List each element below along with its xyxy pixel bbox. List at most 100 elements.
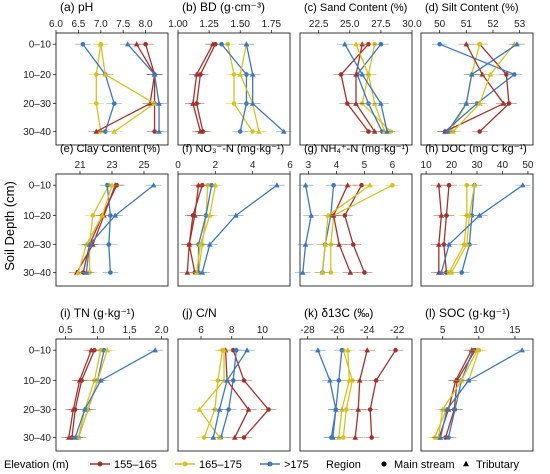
series-line xyxy=(196,43,216,132)
x-tick-label: 51 xyxy=(461,19,473,30)
y-tick-label: 20–30 xyxy=(23,240,51,251)
data-point xyxy=(356,377,363,383)
panel-7: (g) NH₄⁺-N (mg·kg⁻¹) 3 4 5 6 xyxy=(294,143,413,287)
data-point xyxy=(355,406,362,412)
x-tick-label: 10 xyxy=(421,160,433,171)
data-point xyxy=(336,241,342,247)
data-point xyxy=(249,100,256,106)
data-point xyxy=(231,101,237,106)
series-line xyxy=(330,184,393,273)
series-line xyxy=(74,349,156,438)
data-point xyxy=(436,241,442,247)
data-point xyxy=(151,100,158,106)
panel-frame xyxy=(177,173,291,287)
series-4 xyxy=(437,41,512,134)
data-point xyxy=(212,182,219,188)
panel-5: (e) Clay Content (%) 21 23 25 0–10 10–20 20–30… xyxy=(23,143,169,287)
series-line xyxy=(438,185,443,273)
data-point xyxy=(210,41,216,47)
data-point xyxy=(256,128,262,134)
data-point xyxy=(94,101,99,106)
data-point xyxy=(446,435,451,440)
data-point xyxy=(353,41,359,47)
data-point xyxy=(350,242,356,247)
legend-region-item: Main stream xyxy=(394,459,455,471)
data-point xyxy=(86,241,93,247)
series-line xyxy=(439,349,523,438)
panel-6: (f) NO₃⁻-N (mg·kg⁻¹)0 2 4 6 xyxy=(175,143,293,287)
data-point xyxy=(346,377,353,383)
series-line xyxy=(106,185,112,273)
legend-swatch-point xyxy=(182,461,188,467)
data-point xyxy=(344,182,351,188)
panel-4: (d) Silt Content (%) 50 51 52 53 xyxy=(420,2,534,146)
x-tick-label: -28 xyxy=(300,325,315,336)
data-point xyxy=(226,407,231,412)
data-point xyxy=(322,241,328,247)
x-tick-label: 15 xyxy=(509,325,521,336)
y-tick-label: 0–10 xyxy=(29,181,52,192)
y-tick-label: 0–10 xyxy=(29,40,52,51)
y-tick-label: 30–40 xyxy=(23,433,51,444)
data-point xyxy=(438,212,445,218)
data-point xyxy=(219,41,224,47)
panel-1: (a) pH 6.0 6.5 7.0 7.5 8.0 0–10 10–20 20–30 30–40 xyxy=(23,0,169,146)
panel-title: (a) pH xyxy=(60,0,93,14)
data-point xyxy=(446,241,452,247)
series-line xyxy=(355,44,376,132)
x-tick-label: 0 xyxy=(175,160,181,171)
data-point xyxy=(274,182,280,188)
series-line xyxy=(77,185,113,273)
data-point xyxy=(359,41,366,47)
data-point xyxy=(82,406,88,412)
data-point xyxy=(197,241,204,247)
x-tick-label: -24 xyxy=(360,325,375,336)
data-point xyxy=(504,72,509,77)
y-tick-label: 10–20 xyxy=(23,376,51,387)
panel-frame xyxy=(420,173,534,287)
data-point xyxy=(193,269,200,275)
panel-title: (f) NO₃⁻-N (mg·kg⁻¹) xyxy=(182,143,284,155)
data-point xyxy=(519,347,525,353)
data-point xyxy=(80,41,86,47)
data-point xyxy=(362,270,367,275)
series-line xyxy=(188,185,203,273)
data-point xyxy=(463,41,470,47)
data-point xyxy=(463,100,470,106)
data-point xyxy=(369,435,374,440)
data-point xyxy=(75,269,82,275)
series-line xyxy=(186,185,200,273)
data-point xyxy=(249,71,256,77)
series-line xyxy=(85,184,155,273)
series-3 xyxy=(213,347,245,440)
x-tick-label: 5 xyxy=(362,160,368,171)
data-point xyxy=(66,434,72,440)
series-1 xyxy=(362,347,404,440)
data-point xyxy=(111,101,117,106)
data-point xyxy=(439,406,446,412)
series-6 xyxy=(67,347,164,440)
series-line xyxy=(369,349,397,438)
data-point xyxy=(466,212,473,218)
data-point xyxy=(108,270,113,275)
series-line xyxy=(245,44,285,133)
data-point xyxy=(331,182,336,188)
series-1 xyxy=(471,41,517,134)
data-point xyxy=(365,71,372,77)
panel-title: (h) DOC (mg C kg⁻¹) xyxy=(425,143,527,155)
panel-title: (b) BD (g·cm⁻³) xyxy=(182,0,265,14)
data-point xyxy=(88,347,94,353)
data-point xyxy=(237,71,244,77)
data-point xyxy=(237,129,243,134)
panel-3: (c) Sand Content (%) 22.5 25.0 27.5 30.0 xyxy=(299,2,422,146)
data-point xyxy=(468,71,475,77)
x-tick-label: 7.0 xyxy=(94,19,108,30)
data-point xyxy=(344,347,351,353)
data-point xyxy=(487,71,494,77)
panel-12: (l) SOC (g·kg⁻¹) 5 10 15 xyxy=(420,306,534,452)
data-point xyxy=(364,347,370,353)
legend: Elevation (m) 155–165 165–175 >175 Region Mai… xyxy=(4,459,519,471)
data-point xyxy=(330,434,336,440)
data-point xyxy=(195,182,202,188)
legend-tributary-marker xyxy=(463,460,469,467)
